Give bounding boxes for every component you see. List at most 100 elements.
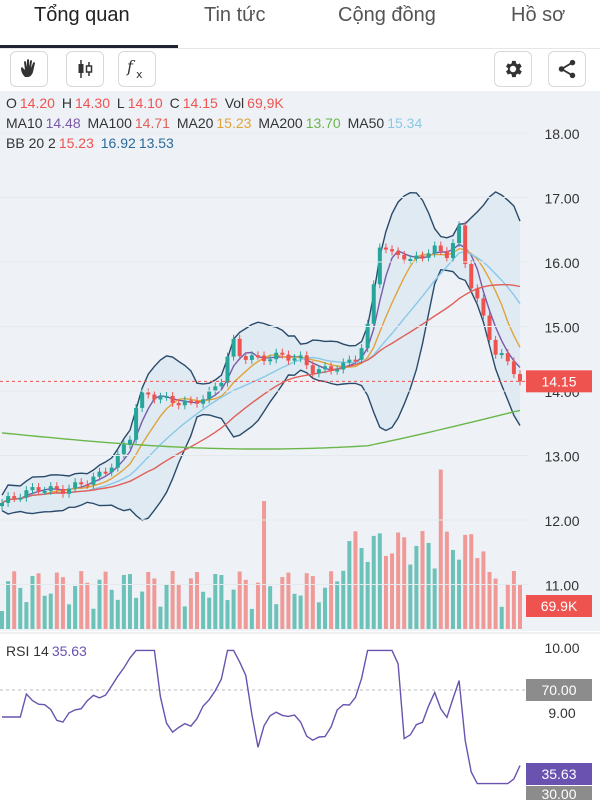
high-label: H <box>61 95 72 111</box>
chart-type-button[interactable] <box>66 51 104 87</box>
ma100-label: MA100 <box>87 115 132 131</box>
volume-bar <box>487 571 492 629</box>
drawing-tool-button[interactable] <box>10 51 48 87</box>
candle-body <box>0 502 4 507</box>
volume-bar <box>30 575 35 629</box>
volume-bar <box>499 606 504 629</box>
ma100-value: 14.71 <box>134 115 170 131</box>
candle-body <box>365 323 370 349</box>
ma50-label: MA50 <box>347 115 385 131</box>
volume-bar <box>255 582 260 629</box>
volume-bar <box>280 577 285 629</box>
volume-bar <box>91 608 96 629</box>
bb-mid-value: 16.92 <box>100 135 136 151</box>
volume-bar <box>402 537 407 629</box>
tab-profile[interactable]: Hồ sơ <box>511 4 566 26</box>
candle-body <box>176 402 181 406</box>
volume-bar <box>12 571 17 629</box>
candle-body <box>420 255 425 258</box>
rsi-oversold-label: 30.00 <box>541 786 576 800</box>
candle-body <box>42 490 47 493</box>
candle-body <box>481 298 486 316</box>
tab-community[interactable]: Cộng đồng <box>338 4 436 26</box>
volume-bar <box>115 599 120 629</box>
volume-bar <box>438 469 443 629</box>
candle-body <box>377 247 382 285</box>
price-chart-area[interactable]: 18.0017.0016.0015.0014.0013.0012.0011.00… <box>0 91 600 802</box>
candle-body <box>213 386 218 391</box>
price-tick-label: 11.00 <box>545 578 579 594</box>
candle-body <box>237 338 242 357</box>
price-tick-label: 15.00 <box>544 320 579 336</box>
candle-body <box>18 497 23 500</box>
candle-body <box>79 482 84 485</box>
active-tab-indicator <box>0 45 178 48</box>
candle-body <box>505 353 510 362</box>
low-value: 14.10 <box>127 95 163 111</box>
volume-bar <box>249 608 254 629</box>
high-value: 14.30 <box>74 95 110 111</box>
candle-body <box>201 399 206 404</box>
volume-bar <box>377 533 382 629</box>
low-label: L <box>116 95 125 111</box>
volume-bar <box>463 534 468 629</box>
volume-bar <box>341 570 346 629</box>
volume-bar <box>213 573 218 629</box>
candle-body <box>67 488 72 494</box>
candle-body <box>146 392 151 395</box>
volume-bar <box>322 587 327 629</box>
ma50-value: 15.34 <box>387 115 423 131</box>
current-price-label: 14.15 <box>541 373 576 389</box>
bb-legend: BB 20 2 15.23 16.92 13.53 <box>6 135 177 151</box>
ma200-value: 13.70 <box>305 115 341 131</box>
volume-bar <box>304 573 309 629</box>
indicator-button[interactable]: f x <box>118 51 156 87</box>
tab-overview[interactable]: Tổng quan <box>34 4 130 26</box>
volume-bar <box>268 586 273 629</box>
bb-lower-line <box>1 269 521 522</box>
share-button[interactable] <box>548 51 586 87</box>
candle-body <box>463 225 468 265</box>
ma10-label: MA10 <box>6 115 43 131</box>
top-tab-bar: Tổng quan Tin tức Cộng đồng Hồ sơ <box>0 0 600 48</box>
volume-bar <box>73 586 78 629</box>
settings-button[interactable] <box>494 51 532 87</box>
chart-canvas[interactable]: 18.0017.0016.0015.0014.0013.0012.0011.00… <box>0 91 600 802</box>
volume-bar <box>505 584 510 629</box>
close-value: 14.15 <box>182 95 218 111</box>
volume-bar <box>207 597 212 629</box>
volume-bar <box>292 593 297 629</box>
volume-label: Vol <box>224 95 245 111</box>
volume-bar <box>450 549 455 629</box>
candle-body <box>249 355 254 360</box>
candle-body <box>268 359 273 362</box>
candle-body <box>298 355 303 359</box>
volume-bar <box>444 531 449 629</box>
candle-body <box>30 487 35 491</box>
volume-bar <box>316 602 321 629</box>
current-price-tag <box>526 370 592 393</box>
volume-value: 69,9K <box>247 95 284 111</box>
close-label: C <box>169 95 180 111</box>
gear-icon <box>506 60 522 78</box>
tab-news[interactable]: Tin tức <box>204 4 266 26</box>
volume-bar <box>383 555 388 629</box>
rsi-label: RSI 14 <box>6 643 49 659</box>
candle-body <box>432 245 437 254</box>
candle-body <box>408 259 413 262</box>
price-tick-label: 13.00 <box>544 449 579 465</box>
volume-bar <box>225 600 230 629</box>
rsi-pane-background <box>0 636 600 800</box>
price-tick-label: 16.00 <box>544 255 579 271</box>
bb-upper-line <box>1 191 521 496</box>
volume-bar <box>511 571 516 629</box>
candle-body <box>280 352 285 355</box>
volume-bar <box>42 595 47 629</box>
volume-bar <box>85 582 90 629</box>
hand-drawing-icon <box>21 59 35 77</box>
candle-body <box>182 400 187 406</box>
candle-body <box>262 355 267 361</box>
candle-body <box>329 366 334 371</box>
candle-body <box>371 284 376 324</box>
volume-bar <box>201 591 206 629</box>
